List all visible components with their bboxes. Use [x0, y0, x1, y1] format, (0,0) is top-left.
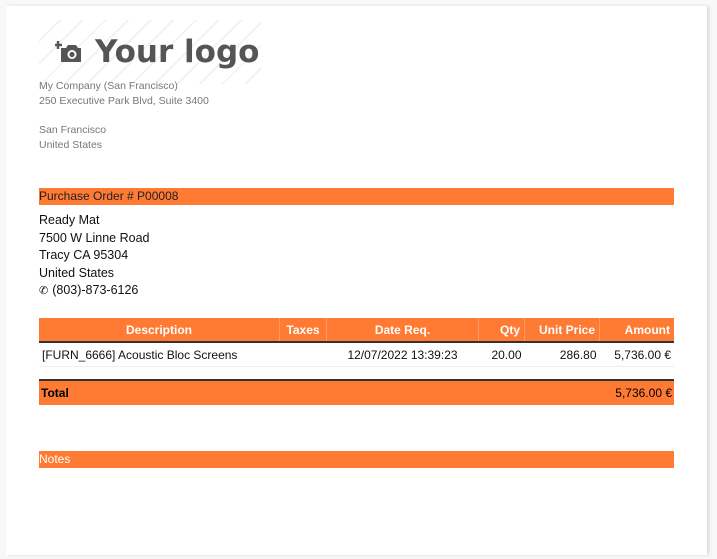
vendor-name: Ready Mat — [39, 213, 100, 227]
header-unit-price: Unit Price — [524, 318, 600, 343]
company-city: San Francisco — [39, 124, 107, 136]
total-label: Total — [41, 386, 69, 400]
vendor-street: 7500 W Linne Road — [39, 230, 150, 245]
cell-qty: 20.00 — [478, 342, 525, 367]
document-page: Your logo My Company (San Francisco) 250… — [6, 6, 707, 555]
cell-date: 12/07/2022 13:39:23 — [326, 342, 479, 367]
total-value: 5,736.00 € — [615, 386, 672, 400]
header-taxes: Taxes — [279, 318, 327, 343]
logo-text: Your logo — [95, 34, 260, 70]
vendor-address: Ready Mat 7500 W Linne Road Tracy CA 953… — [39, 212, 150, 301]
company-address: My Company (San Francisco) 250 Executive… — [39, 79, 209, 109]
header-description: Description — [39, 318, 280, 343]
cell-unit-price: 286.80 — [524, 342, 600, 367]
company-name: My Company (San Francisco) — [39, 80, 178, 92]
add-photo-icon — [54, 41, 83, 63]
cell-amount: 5,736.00 € — [599, 342, 674, 367]
header-date: Date Req. — [326, 318, 479, 343]
table-row: [FURN_6666] Acoustic Bloc Screens 12/07/… — [39, 342, 674, 367]
header-qty: Qty — [478, 318, 525, 343]
company-logo[interactable]: Your logo — [39, 20, 261, 84]
phone-icon: ✆ — [39, 285, 49, 297]
order-lines-table: Description Taxes Date Req. Qty Unit Pri… — [39, 318, 674, 367]
company-street: 250 Executive Park Blvd, Suite 3400 — [39, 95, 209, 107]
vendor-phone: ✆ (803)-873-6126 — [39, 283, 139, 297]
company-country: United States — [39, 139, 103, 151]
vendor-country: United States — [39, 265, 115, 280]
cell-taxes — [279, 342, 327, 367]
header-amount: Amount — [599, 318, 674, 343]
total-row: Total 5,736.00 € — [39, 379, 674, 405]
vendor-city: Tracy CA 95304 — [39, 248, 129, 262]
company-location: San Francisco United States — [39, 123, 106, 153]
table-header: Description Taxes Date Req. Qty Unit Pri… — [39, 318, 674, 343]
cell-description: [FURN_6666] Acoustic Bloc Screens — [39, 342, 280, 367]
order-title: Purchase Order # P00008 — [39, 188, 674, 205]
notes-header: Notes — [39, 451, 674, 468]
